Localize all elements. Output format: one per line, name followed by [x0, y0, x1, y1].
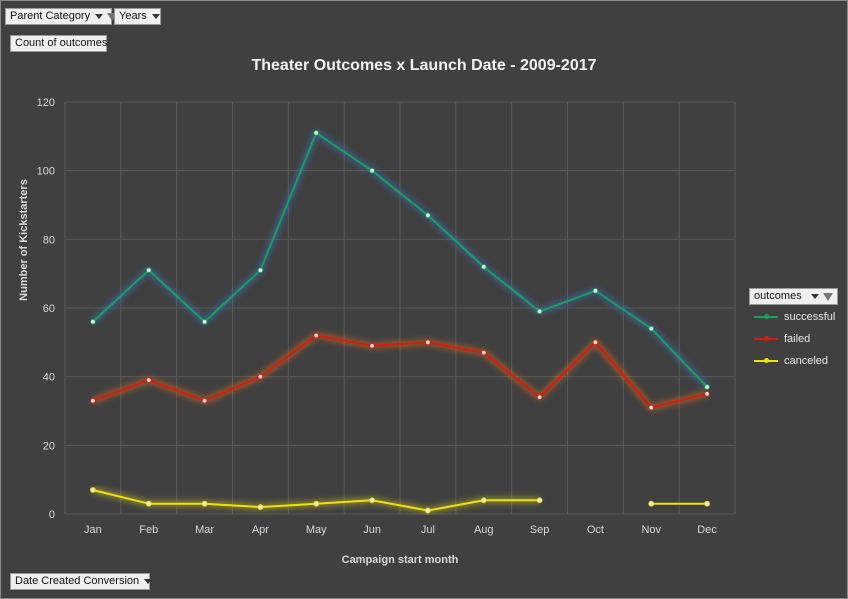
legend-swatch-successful — [754, 314, 778, 319]
data-point-successful[interactable] — [90, 318, 96, 325]
data-point-successful[interactable] — [425, 212, 431, 219]
filter-icon — [107, 12, 118, 21]
y-tick-label: 100 — [37, 166, 55, 178]
chevron-down-icon — [811, 294, 819, 299]
data-point-canceled[interactable] — [313, 500, 320, 507]
legend-item-canceled[interactable]: canceled — [754, 353, 828, 369]
data-point-successful[interactable] — [201, 318, 208, 325]
chevron-down-icon — [151, 14, 160, 19]
series-failed — [90, 332, 710, 411]
data-point-failed[interactable] — [704, 390, 710, 397]
legend-label-canceled: canceled — [784, 355, 829, 367]
data-point-failed[interactable] — [313, 332, 320, 339]
values-field-button[interactable]: Count of outcomes — [10, 35, 107, 52]
x-tick-label: Sep — [530, 524, 550, 536]
data-point-failed[interactable] — [369, 342, 375, 349]
x-tick-label: Jan — [84, 524, 102, 536]
x-axis-label: Campaign start month — [341, 554, 459, 566]
data-point-failed[interactable] — [648, 404, 655, 411]
x-tick-labels: Jan Feb Mar Apr May Jun Jul Aug Sep Oct Nov Dec — [84, 524, 717, 536]
data-point-successful[interactable] — [480, 263, 487, 270]
x-tick-label: May — [306, 524, 327, 536]
data-point-canceled[interactable] — [648, 500, 655, 507]
data-point-canceled[interactable] — [536, 497, 543, 504]
chevron-down-icon — [144, 579, 153, 584]
y-tick-label: 0 — [49, 509, 55, 521]
data-point-successful[interactable] — [145, 267, 152, 274]
x-tick-label: Apr — [252, 524, 269, 536]
years-filter-label: Years — [119, 10, 147, 22]
data-point-successful[interactable] — [313, 130, 320, 136]
y-tick-label: 80 — [43, 234, 55, 246]
axis-field-button[interactable]: Date Created Conversion — [10, 573, 153, 590]
parent-category-filter-label: Parent Category — [10, 10, 91, 22]
data-point-successful[interactable] — [648, 325, 655, 332]
series-canceled — [90, 487, 710, 514]
legend-item-failed[interactable]: failed — [754, 331, 810, 347]
y-tick-label: 60 — [43, 303, 55, 315]
x-tick-label: Jul — [421, 524, 435, 536]
data-point-canceled[interactable] — [480, 497, 487, 504]
data-point-successful[interactable] — [536, 308, 543, 315]
axis-field-label: Date Created Conversion — [15, 575, 140, 587]
data-point-canceled[interactable] — [145, 500, 152, 507]
legend-swatch-failed — [754, 336, 778, 341]
data-point-canceled[interactable] — [425, 507, 431, 514]
x-tick-label: Feb — [139, 524, 158, 536]
y-tick-labels: 0 20 40 60 80 100 120 — [37, 97, 55, 521]
legend-field-button[interactable]: outcomes — [749, 288, 838, 305]
filter-icon — [823, 292, 833, 301]
grid-lines — [64, 101, 736, 515]
series-line-successful — [92, 131, 708, 388]
series-glow-canceled — [92, 487, 540, 514]
y-tick-label: 120 — [37, 97, 55, 109]
x-tick-label: Oct — [587, 524, 604, 536]
y-tick-label: 40 — [43, 372, 55, 384]
x-tick-label: Aug — [474, 524, 494, 536]
x-tick-label: Mar — [195, 524, 214, 536]
chevron-down-icon — [95, 14, 104, 19]
data-point-failed[interactable] — [145, 377, 152, 384]
data-point-failed[interactable] — [257, 373, 264, 380]
data-point-failed[interactable] — [90, 397, 96, 404]
series-lines — [90, 129, 710, 514]
data-point-failed[interactable] — [536, 394, 543, 401]
legend-item-successful[interactable]: successful — [754, 309, 835, 325]
data-point-successful[interactable] — [257, 267, 264, 274]
data-point-canceled[interactable] — [704, 500, 710, 507]
chart-title: Theater Outcomes x Launch Date - 2009-20… — [251, 57, 597, 74]
data-point-failed[interactable] — [425, 339, 431, 346]
x-tick-label: Jun — [363, 524, 381, 536]
parent-category-filter-button[interactable]: Parent Category — [5, 8, 118, 25]
series-line-failed — [92, 334, 708, 409]
legend-label-failed: failed — [784, 333, 811, 345]
data-point-successful[interactable] — [592, 287, 599, 294]
legend-field-label: outcomes — [754, 290, 802, 302]
data-point-successful[interactable] — [369, 167, 375, 174]
legend-label-successful: successful — [784, 311, 836, 323]
data-point-failed[interactable] — [592, 339, 599, 346]
data-point-failed[interactable] — [480, 349, 487, 356]
values-field-label: Count of outcomes — [15, 37, 108, 49]
y-tick-label: 20 — [43, 440, 55, 452]
data-point-successful[interactable] — [704, 384, 710, 390]
series-successful — [90, 129, 710, 390]
x-tick-label: Nov — [641, 524, 661, 536]
x-tick-label: Dec — [697, 524, 717, 536]
data-point-canceled[interactable] — [257, 504, 264, 511]
legend-swatch-canceled — [754, 358, 778, 363]
data-point-canceled[interactable] — [369, 497, 375, 504]
data-point-canceled[interactable] — [90, 487, 96, 493]
data-point-canceled[interactable] — [201, 500, 208, 507]
years-filter-button[interactable]: Years — [114, 8, 161, 25]
data-point-failed[interactable] — [201, 397, 208, 404]
